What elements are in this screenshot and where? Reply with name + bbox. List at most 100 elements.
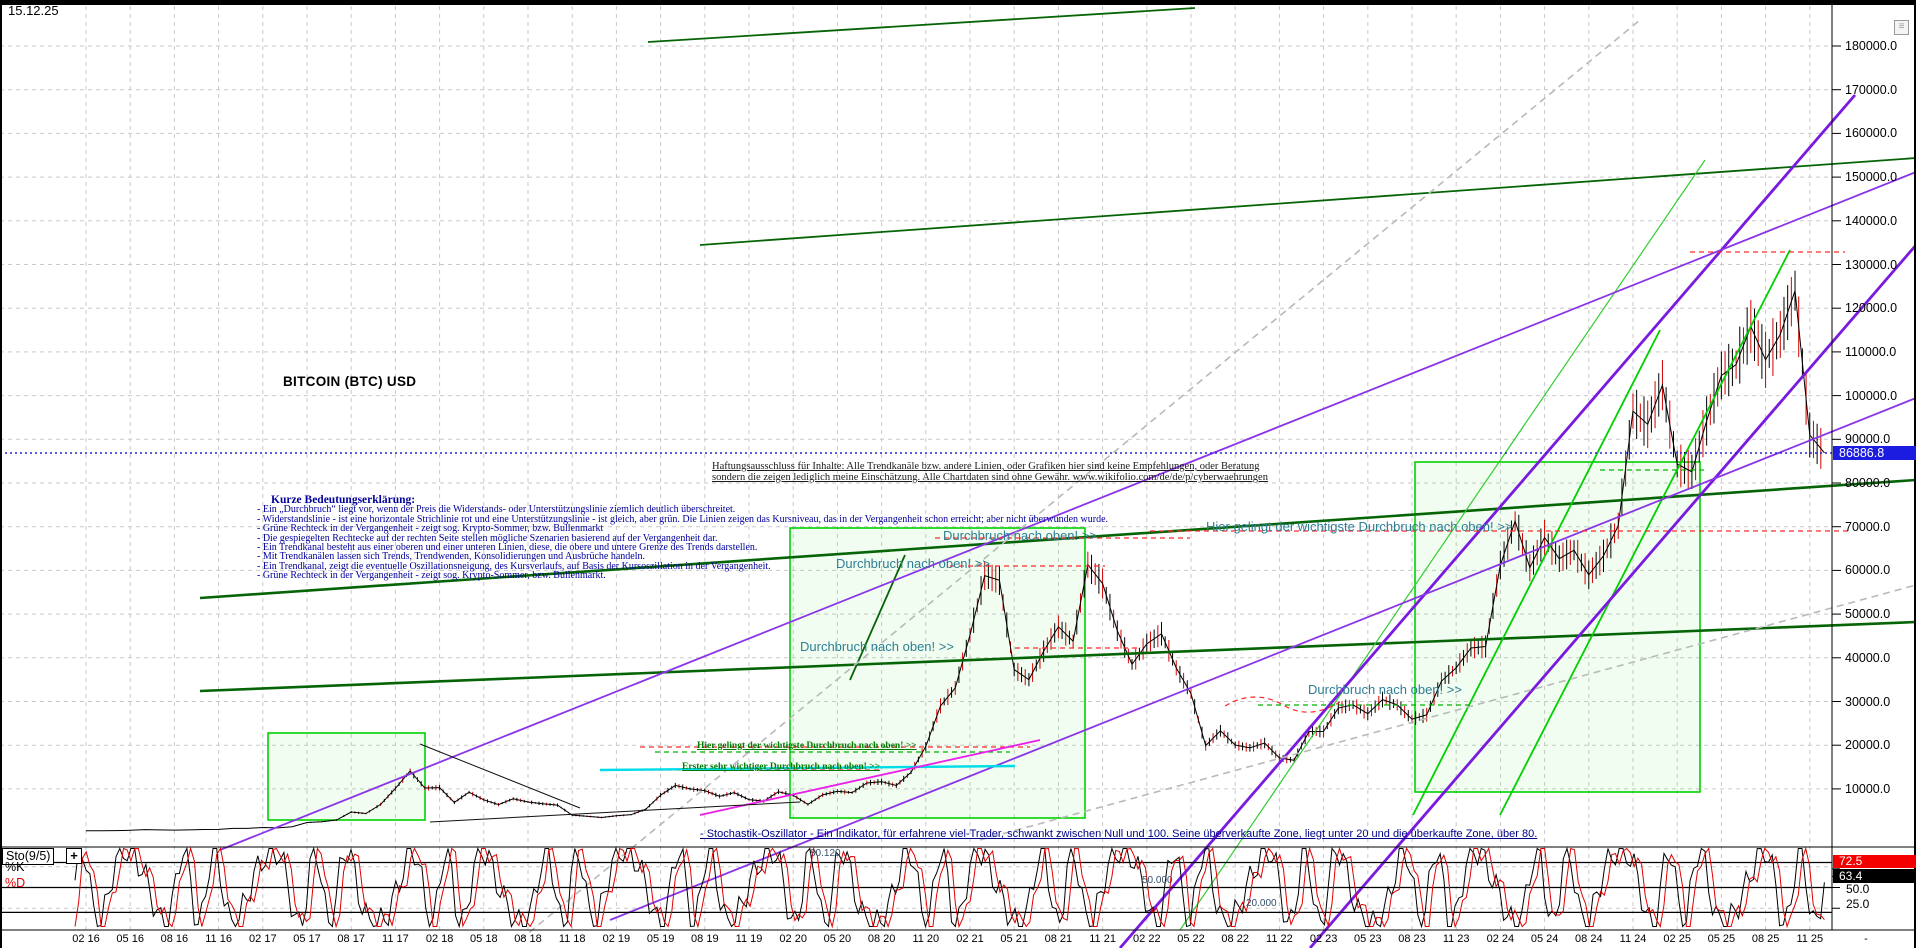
trend-channel-violet <box>1308 244 1916 948</box>
trend-line-violet-long <box>609 397 1916 921</box>
price-series <box>85 270 1825 832</box>
stochastic-indicator-button[interactable]: Sto(9/5) <box>2 848 55 865</box>
resistance-curve-red <box>1224 696 1341 713</box>
trend-line-green <box>199 478 1916 600</box>
percent-k-value-tag: 63.4 <box>1833 869 1916 883</box>
price-axis-label: 20000.0 <box>1845 738 1891 753</box>
percent-k-label: %K <box>5 860 25 874</box>
x-axis-label: 02 19 <box>602 933 631 945</box>
breakout-annotation: Erster sehr wichtiger Durchbruch nach ob… <box>682 762 881 772</box>
support-line-cyan <box>599 764 1016 772</box>
legend-line: - Die gespiegelten Rechtecke auf der rec… <box>257 532 718 544</box>
trend-line-green <box>699 157 1916 246</box>
right-border <box>1914 0 1916 948</box>
x-axis-label: 05 17 <box>293 933 321 945</box>
left-border <box>0 0 2 948</box>
x-axis-label: 08 18 <box>514 933 542 945</box>
price-axis-label: 60000.0 <box>1845 563 1891 578</box>
x-axis-label: 08 22 <box>1221 933 1249 945</box>
disclaimer-line: sondern die zeigen lediglich meine Einsc… <box>712 472 1268 483</box>
x-axis-label: 11 18 <box>558 933 586 945</box>
price-axis-label: 30000.0 <box>1845 694 1891 709</box>
x-axis-label: 11 25 <box>1796 933 1824 945</box>
x-axis-label: 08 16 <box>160 933 189 945</box>
x-axis-label: 02 18 <box>425 933 454 945</box>
price-axis-label: 130000.0 <box>1845 257 1898 272</box>
trend-line-green <box>647 7 1196 43</box>
trend-line-bright-green <box>1412 329 1661 816</box>
legend-title: Kurze Bedeutungserklärung: <box>271 494 416 506</box>
trend-line-magenta <box>699 739 1041 816</box>
price-axis-label: 80000.0 <box>1845 476 1891 490</box>
x-axis-label: 11 16 <box>205 933 232 945</box>
bull-market-rect-2017 <box>267 732 426 821</box>
price-axis-label: 70000.0 <box>1845 519 1891 534</box>
trend-line-bright-green <box>1499 249 1791 816</box>
oscillator-axis-value: 50.0 <box>1846 882 1870 896</box>
price-axis-label: 160000.0 <box>1845 126 1898 141</box>
threshold-label-80: 80.120 <box>810 848 841 859</box>
x-axis-label: 11 21 <box>1089 933 1116 945</box>
legend-line: - Grüne Rechteck in der Vergangenheit - … <box>257 570 606 582</box>
trend-line-gray-dashed <box>979 584 1916 841</box>
trend-line-black <box>429 801 801 823</box>
price-axis-label: 180000.0 <box>1845 39 1898 53</box>
collapse-icon[interactable]: ≡ <box>1894 20 1909 35</box>
top-border <box>0 0 1916 5</box>
x-axis-label: 02 25 <box>1663 933 1691 945</box>
breakout-annotation: Durchbruch nach oben! >> <box>836 556 990 571</box>
threshold-label-20: 20.000 <box>1246 898 1277 909</box>
oscillator-note: - Stochastik-Oszillator - Ein Indikator,… <box>700 828 1538 840</box>
x-axis-label: 11 24 <box>1619 933 1647 945</box>
x-axis-label: 02 23 <box>1309 933 1338 945</box>
x-axis-label: 08 20 <box>867 933 896 945</box>
x-axis-label: 05 18 <box>470 933 498 945</box>
price-axis-label: 90000.0 <box>1845 432 1891 447</box>
price-axis-label: 110000.0 <box>1845 344 1897 359</box>
x-axis-label: 05 16 <box>116 933 144 945</box>
legend-line: - Grüne Rechteck in der Vergangenheit - … <box>257 523 604 535</box>
date-label: 15.12.25 <box>8 3 59 18</box>
x-axis-label: 11 19 <box>735 933 763 945</box>
x-axis-label: 05 23 <box>1354 933 1382 945</box>
x-axis-label: 11 17 <box>382 933 409 945</box>
x-axis-label: 11 20 <box>912 933 940 945</box>
x-axis-label: 08 17 <box>337 933 365 945</box>
oscillator-series <box>0 846 1832 929</box>
x-axis-label: 08 23 <box>1398 933 1426 945</box>
percent-d-value-tag: 72.5 <box>1833 855 1916 868</box>
x-axis-label: 02 17 <box>249 933 277 945</box>
price-axis-label: 40000.0 <box>1845 650 1891 665</box>
trend-line-bright-green-thin <box>1179 159 1706 931</box>
x-axis-label: 02 20 <box>779 933 807 945</box>
add-indicator-button[interactable]: + <box>66 848 82 864</box>
trend-line-violet-long <box>219 171 1916 851</box>
x-axis-label: 05 24 <box>1530 933 1559 945</box>
trend-line-black <box>419 743 581 809</box>
x-axis-label: 08 21 <box>1044 933 1073 945</box>
x-axis-label: 08 25 <box>1751 933 1780 945</box>
legend-line: - Ein Trendkanal, zeigt die eventuelle O… <box>257 560 771 572</box>
disclaimer-line: Haftungsausschluss für Inhalte: Alle Tre… <box>712 461 1260 472</box>
price-axis-label: 170000.0 <box>1845 82 1898 97</box>
chart-title: BITCOIN (BTC) USD <box>283 374 417 389</box>
oscillator-axis-value: 25.0 <box>1846 897 1870 911</box>
legend-line: - Mit Trendkanälen lassen sich Trends, T… <box>257 551 646 563</box>
x-axis-label: 02 21 <box>956 933 984 945</box>
breakout-annotation: Hier gelingt der wichtigste Durchbruch n… <box>697 741 917 751</box>
x-axis-label: 05 22 <box>1177 933 1205 945</box>
price-axis-label: 100000.0 <box>1845 388 1898 403</box>
price-axis-label: 150000.0 <box>1845 170 1898 185</box>
legend-line: - Ein „Durchbruch“ liegt vor, wenn der P… <box>257 504 736 516</box>
x-axis-label: 08 19 <box>691 933 719 945</box>
x-axis-label: 05 21 <box>1000 933 1028 945</box>
breakout-annotation: Hier gelingt der wichtigste Durchbruch n… <box>1206 519 1513 534</box>
breakout-annotation: Durchbruch nach oben! >> <box>800 639 954 654</box>
x-axis-label: 08 24 <box>1575 933 1603 945</box>
trend-line-green-steep <box>849 554 906 681</box>
x-axis-end-label: - <box>1864 933 1868 945</box>
percent-d-label: %D <box>5 876 26 890</box>
